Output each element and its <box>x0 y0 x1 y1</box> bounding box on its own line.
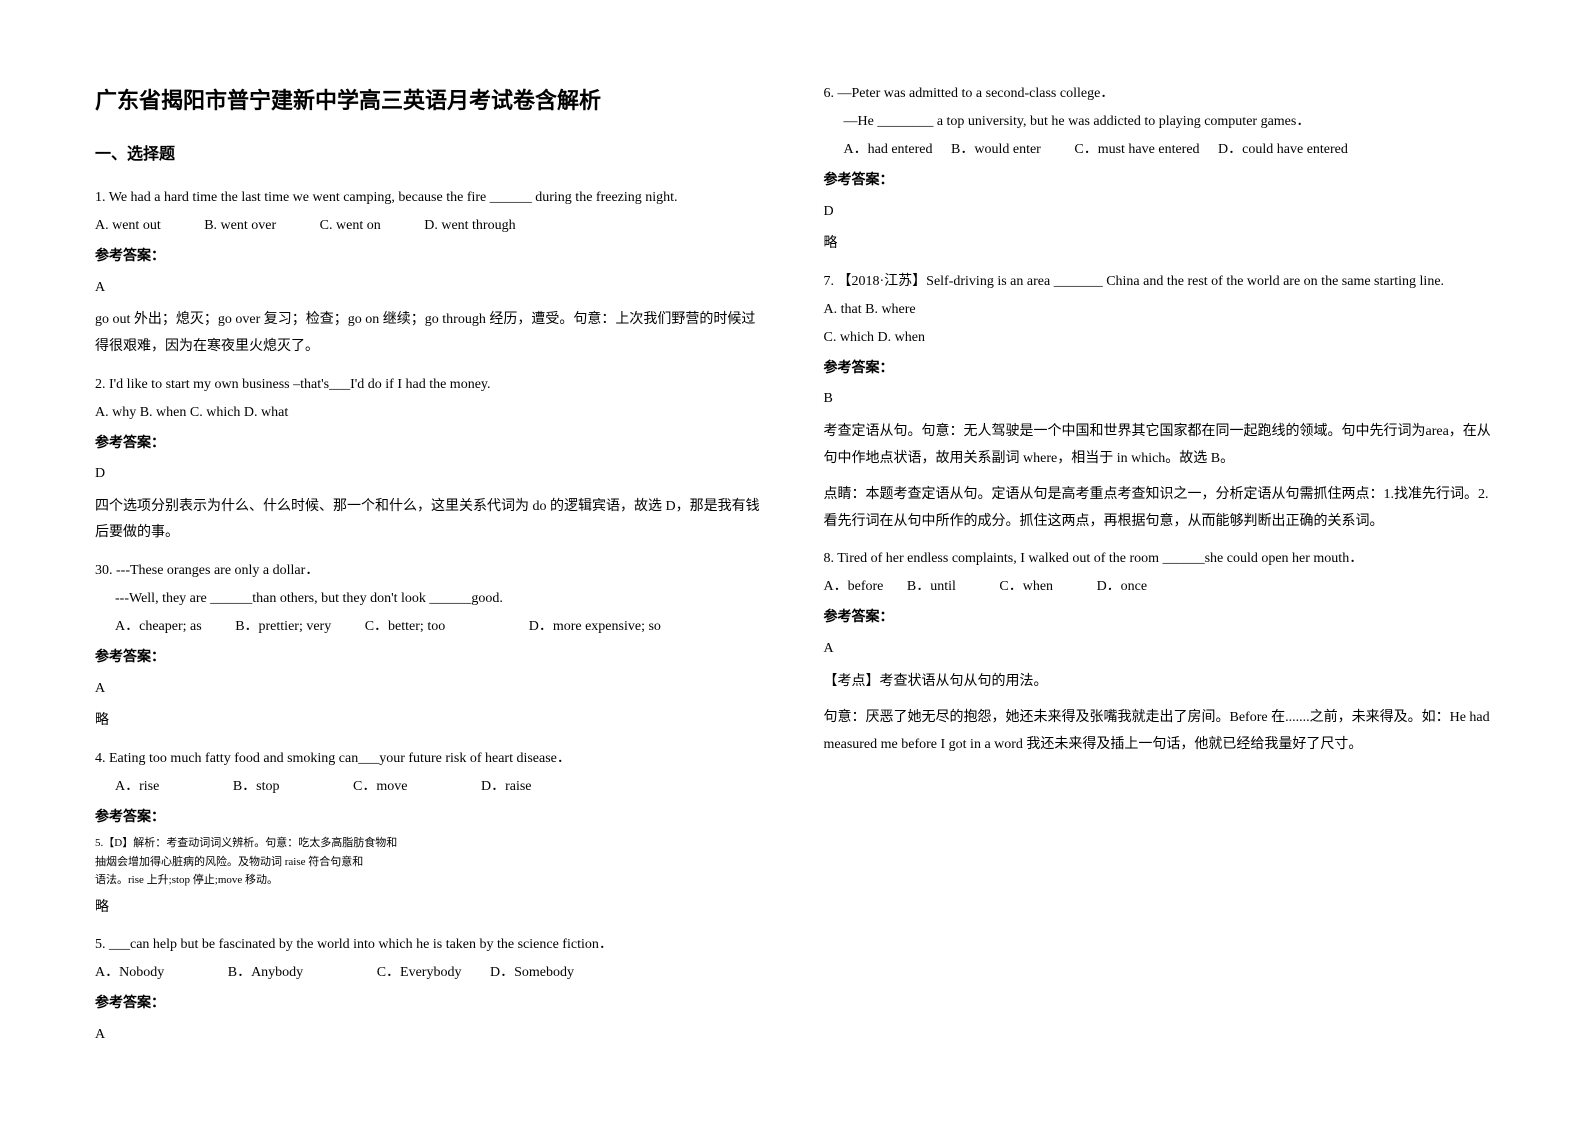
explanation: 点睛：本题考查定语从句。定语从句是高考重点考查知识之一，分析定语从句需抓住两点：… <box>824 482 1493 535</box>
answer-value: A <box>95 275 764 302</box>
explanation: 句意：厌恶了她无尽的抱怨，她还未来得及张嘴我就走出了房间。Before 在...… <box>824 705 1493 758</box>
explanation: 考查定语从句。句意：无人驾驶是一个中国和世界其它国家都在同一起跑线的领域。句中先… <box>824 419 1493 472</box>
blank: ________ <box>877 114 933 129</box>
option-a: A．Nobody <box>95 959 164 987</box>
explanation: 四个选项分别表示为什么、什么时候、那一个和什么，这里关系代词为 do 的逻辑宾语… <box>95 494 764 547</box>
options-row: A. went out B. went over C. went on D. w… <box>95 212 764 240</box>
option-c: C．when <box>999 573 1053 601</box>
options-row: A．rise B．stop C．move D．raise <box>95 773 764 801</box>
q-text-part: ---Well, they are <box>115 591 210 606</box>
question-block: 6. —Peter was admitted to a second-class… <box>824 80 1493 258</box>
option-a: A．had entered <box>844 136 933 164</box>
option-d: D．more expensive; so <box>529 613 661 641</box>
answer-label: 参考答案： <box>824 605 1493 632</box>
answer-value: A <box>824 636 1493 663</box>
options-row: A. why B. when C. which D. what <box>95 399 764 427</box>
option-a: A. went out <box>95 212 161 240</box>
option-d: D．could have entered <box>1218 136 1348 164</box>
answer-value: D <box>95 461 764 488</box>
option-b: B．prettier; very <box>235 613 331 641</box>
option-d: D. went through <box>424 212 515 240</box>
option-a: A．cheaper; as <box>115 613 202 641</box>
blank: ______ <box>490 190 532 205</box>
options-row: A．before B．until C．when D．once <box>824 573 1493 601</box>
page-title: 广东省揭阳市普宁建新中学高三英语月考试卷含解析 <box>95 80 764 122</box>
option-c: C．must have entered <box>1074 136 1199 164</box>
option-c: C．move <box>353 773 407 801</box>
option-b: B．Anybody <box>228 959 303 987</box>
option-d: D．raise <box>481 773 532 801</box>
question-text: 2. I'd like to start my own business –th… <box>95 371 764 399</box>
options-row: A．cheaper; as B．prettier; very C．better;… <box>95 613 764 641</box>
question-text: 8. Tired of her endless complaints, I wa… <box>824 545 1493 573</box>
blank: ______ <box>210 591 252 606</box>
option-d: D．once <box>1097 573 1148 601</box>
question-text: 30. ---These oranges are only a dollar． <box>95 557 764 585</box>
explanation-note: 5.【D】解析：考查动词词义辨析。句意：吃太多高脂肪食物和 <box>95 835 764 852</box>
options-row: A．had entered B．would enter C．must have … <box>824 136 1493 164</box>
options-row: C. which D. when <box>824 324 1493 352</box>
question-text: 5. ___can help but be fascinated by the … <box>95 931 764 959</box>
question-text: —He ________ a top university, but he wa… <box>824 108 1493 136</box>
q-text-part: during the freezing night. <box>532 190 678 205</box>
option-a: A．before <box>824 573 884 601</box>
point-label: 【考点】考查状语从句从句的用法。 <box>824 669 1493 696</box>
q-text-part: she could open her mouth． <box>1205 551 1364 566</box>
blank: _______ <box>1054 274 1103 289</box>
question-block: 2. I'd like to start my own business –th… <box>95 371 764 547</box>
option-d: D．Somebody <box>490 959 574 987</box>
option-c: C. went on <box>320 212 381 240</box>
answer-value: A <box>95 1022 764 1049</box>
blank: ______ <box>1163 551 1205 566</box>
question-text: 1. We had a hard time the last time we w… <box>95 184 764 212</box>
explanation: 略 <box>824 231 1493 258</box>
answer-value: A <box>95 676 764 703</box>
q-text-part: China and the rest of the world are on t… <box>1103 274 1444 289</box>
q-text-part: than others, but they don't look <box>252 591 429 606</box>
option-c: C．better; too <box>365 613 446 641</box>
section-heading: 一、选择题 <box>95 140 764 170</box>
option-b: B．until <box>907 573 956 601</box>
option-b: B. went over <box>204 212 276 240</box>
explanation-note: 语法。rise 上升;stop 停止;move 移动。 <box>95 872 764 889</box>
answer-value: D <box>824 199 1493 226</box>
explanation: 略 <box>95 708 764 735</box>
answer-label: 参考答案： <box>95 431 764 458</box>
explanation: go out 外出；熄灭；go over 复习；检查；go on 继续；go t… <box>95 307 764 360</box>
blank: ______ <box>429 591 471 606</box>
answer-label: 参考答案： <box>95 991 764 1018</box>
question-block: 5. ___can help but be fascinated by the … <box>95 931 764 1048</box>
explanation: 略 <box>95 895 764 922</box>
question-text: 4. Eating too much fatty food and smokin… <box>95 745 764 773</box>
question-block: 4. Eating too much fatty food and smokin… <box>95 745 764 889</box>
q-text-part: —He <box>844 114 878 129</box>
answer-label: 参考答案： <box>95 645 764 672</box>
question-text: 6. —Peter was admitted to a second-class… <box>824 80 1493 108</box>
q-text-part: a top university, but he was addicted to… <box>933 114 1310 129</box>
question-block: 30. ---These oranges are only a dollar． … <box>95 557 764 735</box>
q-text-part: 7. 【2018·江苏】Self-driving is an area <box>824 274 1054 289</box>
options-row: A．Nobody B．Anybody C．Everybody D．Somebod… <box>95 959 764 987</box>
option-a: A．rise <box>115 773 159 801</box>
answer-value: B <box>824 386 1493 413</box>
answer-label: 参考答案： <box>824 168 1493 195</box>
option-b: B．stop <box>233 773 280 801</box>
q-text-part: good. <box>471 591 503 606</box>
q-text-part: 8. Tired of her endless complaints, I wa… <box>824 551 1163 566</box>
answer-label: 参考答案： <box>824 356 1493 383</box>
explanation-note: 抽烟会增加得心脏病的风险。及物动词 raise 符合句意和 <box>95 854 764 871</box>
answer-label: 参考答案： <box>95 805 764 832</box>
option-c: C．Everybody <box>377 959 462 987</box>
question-block: 7. 【2018·江苏】Self-driving is an area ____… <box>824 268 1493 536</box>
question-text: 7. 【2018·江苏】Self-driving is an area ____… <box>824 268 1493 296</box>
question-block: 8. Tired of her endless complaints, I wa… <box>824 545 1493 758</box>
question-text: ---Well, they are ______than others, but… <box>95 585 764 613</box>
options-row: A. that B. where <box>824 296 1493 324</box>
q-text-part: 1. We had a hard time the last time we w… <box>95 190 490 205</box>
question-block: 1. We had a hard time the last time we w… <box>95 184 764 360</box>
option-b: B．would enter <box>951 136 1041 164</box>
answer-label: 参考答案： <box>95 244 764 271</box>
